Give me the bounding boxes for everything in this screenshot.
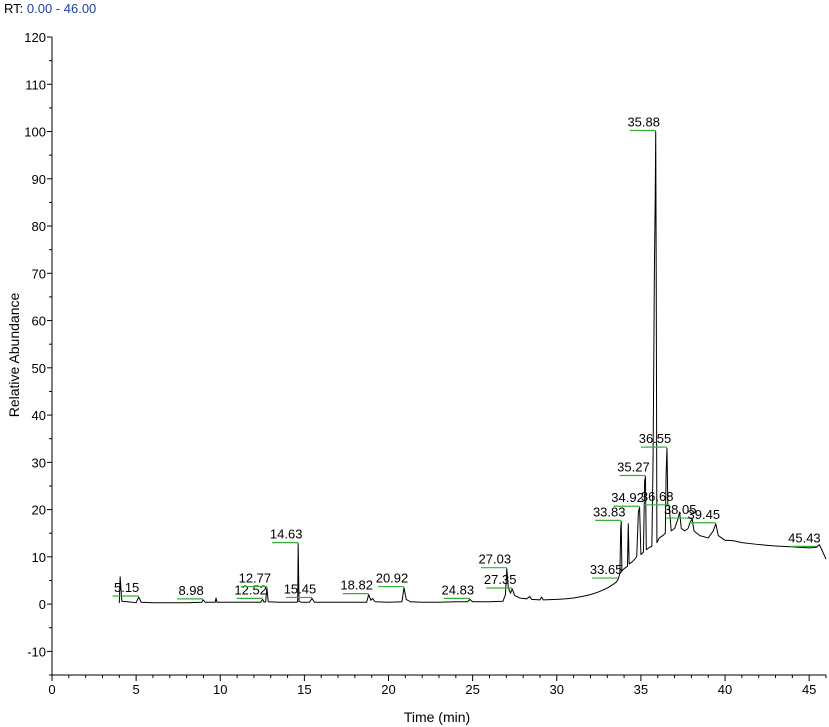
x-tick-label: 30 bbox=[550, 682, 564, 697]
y-tick-label: 60 bbox=[32, 314, 46, 329]
chromatogram-trace bbox=[118, 131, 827, 604]
rt-label: RT: bbox=[4, 1, 24, 16]
peak-label: 8.98 bbox=[178, 583, 203, 598]
y-tick-label: 50 bbox=[32, 361, 46, 376]
y-tick-label: 10 bbox=[32, 550, 46, 565]
y-tick-label: 90 bbox=[32, 172, 46, 187]
peak-label: 39.45 bbox=[688, 507, 721, 522]
axes-group: -10 0 10 20 30 40 50 60 70 80 90 100 110 120 0 5 10 15 20 2… bbox=[24, 30, 827, 697]
x-tick-label: 10 bbox=[213, 682, 227, 697]
x-tick-label: 15 bbox=[297, 682, 311, 697]
y-tick-label: 70 bbox=[32, 266, 46, 281]
rt-range-header: RT: 0.00 - 46.00 bbox=[4, 1, 96, 16]
y-tick-label: -10 bbox=[27, 644, 46, 659]
x-axis-title: Time (min) bbox=[404, 709, 470, 725]
peak-annotation: 33.65 bbox=[590, 562, 623, 579]
x-tick-label: 20 bbox=[381, 682, 395, 697]
peak-label: 18.82 bbox=[340, 578, 373, 593]
x-tick-label: 40 bbox=[718, 682, 732, 697]
y-tick-label: 110 bbox=[25, 77, 46, 92]
peak-label: 27.03 bbox=[479, 552, 512, 567]
y-tick-label: 0 bbox=[39, 597, 46, 612]
peak-label: 20.92 bbox=[376, 571, 409, 586]
peak-annotation: 45.43 bbox=[788, 530, 821, 548]
peak-label: 5.15 bbox=[114, 580, 139, 595]
y-tick-label: 20 bbox=[32, 503, 46, 518]
peak-annotation: 18.82 bbox=[340, 578, 373, 595]
peak-annotation: 35.88 bbox=[627, 115, 660, 132]
y-tick-label: 30 bbox=[32, 455, 46, 470]
peak-label: 24.83 bbox=[442, 582, 475, 597]
peak-annotation: 39.45 bbox=[688, 507, 721, 524]
peak-label: 45.43 bbox=[788, 530, 821, 545]
rt-range-value: 0.00 - 46.00 bbox=[26, 1, 97, 16]
x-tick-label: 5 bbox=[133, 682, 140, 697]
peak-annotation: 33.83 bbox=[593, 504, 626, 522]
peak-annotation: 8.98 bbox=[177, 583, 204, 600]
x-tick-label: 45 bbox=[802, 682, 816, 697]
peak-label: 36.68 bbox=[641, 489, 674, 504]
peak-annotation: 35.27 bbox=[617, 460, 650, 477]
peak-label: 34.92 bbox=[611, 490, 644, 505]
peak-annotation: 20.92 bbox=[376, 571, 409, 588]
x-tick-label: 0 bbox=[48, 682, 55, 697]
peak-label: 33.65 bbox=[590, 562, 623, 577]
x-tick-label: 25 bbox=[465, 682, 479, 697]
peak-label: 35.88 bbox=[627, 115, 660, 130]
peak-annotation: 12.77 bbox=[239, 571, 272, 588]
trace-layer bbox=[118, 131, 827, 604]
y-tick-label: 120 bbox=[24, 30, 46, 45]
y-axis-title: Relative Abundance bbox=[6, 293, 22, 418]
peak-annotation: 27.35 bbox=[484, 572, 517, 589]
peak-annotation: 14.63 bbox=[270, 527, 303, 544]
y-tick-label: 80 bbox=[32, 219, 46, 234]
peak-annotation: 36.55 bbox=[639, 431, 672, 448]
peak-label: 27.35 bbox=[484, 572, 517, 587]
peak-annotation: 27.03 bbox=[479, 552, 512, 569]
x-tick-label: 35 bbox=[634, 682, 648, 697]
peak-annotation: 15.45 bbox=[284, 581, 317, 599]
peak-annotation: 38.05 bbox=[664, 502, 697, 519]
peak-label: 38.05 bbox=[664, 502, 697, 517]
peak-label: 35.27 bbox=[617, 460, 650, 475]
peak-annotation: 36.68 bbox=[641, 489, 674, 506]
peak-label: 33.83 bbox=[593, 504, 626, 519]
peak-annotation: 24.83 bbox=[442, 582, 475, 599]
y-tick-label: 100 bbox=[24, 125, 46, 140]
peak-label: 15.45 bbox=[284, 581, 317, 596]
peak-label: 12.77 bbox=[239, 571, 272, 586]
peak-annotation: 5.15 bbox=[112, 580, 139, 597]
y-tick-label: 40 bbox=[32, 408, 46, 423]
peak-annotation: 34.92 bbox=[611, 490, 644, 507]
peak-label: 14.63 bbox=[270, 527, 303, 542]
peak-label: 36.55 bbox=[639, 431, 672, 446]
